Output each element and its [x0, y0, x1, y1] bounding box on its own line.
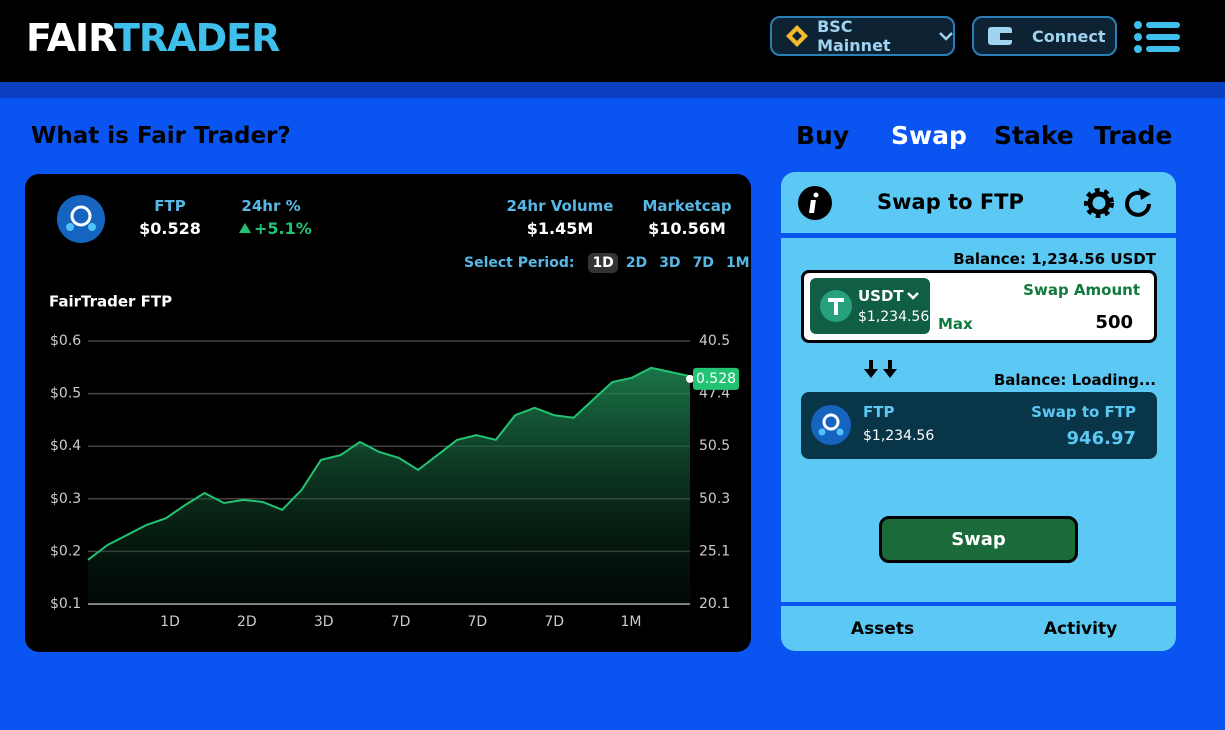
stat-value: $0.528 [139, 219, 201, 238]
stat-change: +5.1% [254, 219, 312, 238]
period-selector: Select Period: 1D 2D 3D 7D 1M [460, 253, 754, 273]
chevron [907, 292, 919, 300]
stat-label: 24hr Volume [506, 197, 614, 215]
settings-button[interactable] [1082, 186, 1116, 220]
page-heading: What is Fair Trader? [31, 123, 291, 149]
connect-label: Connect [1032, 26, 1106, 46]
balance: Balance: Loading... [993, 371, 1156, 389]
token-name: USDT [858, 287, 904, 305]
token-icon [57, 195, 105, 243]
tab[interactable]: Swap [891, 121, 967, 150]
stat-label: 24hr % [241, 197, 301, 215]
stat-label: FTP [154, 197, 186, 215]
chart-panel [25, 174, 751, 652]
period-option[interactable]: 1D [588, 253, 618, 273]
divider [781, 233, 1176, 238]
period-label: Select Period: [464, 255, 575, 271]
token-value: $1,234.56 [858, 309, 930, 325]
stat-label: Marketcap [642, 197, 732, 215]
divider [781, 602, 1176, 606]
max-button[interactable]: Max [938, 315, 973, 333]
menu-button[interactable] [1133, 20, 1181, 54]
amount-label: Swap Amount [1023, 281, 1140, 299]
up-arrow [239, 223, 251, 233]
footer-tab[interactable]: Assets [850, 619, 915, 639]
divider [0, 82, 1225, 98]
token-name: FTP [863, 403, 895, 421]
tab[interactable]: Stake [994, 121, 1074, 150]
period-option[interactable]: 2D [625, 255, 648, 271]
chevron [938, 32, 953, 41]
refresh-button[interactable] [1121, 186, 1157, 222]
tab[interactable]: Trade [1094, 121, 1173, 150]
token-value: $1,234.56 [863, 428, 935, 444]
bnb-icon [786, 25, 808, 47]
amount-input[interactable]: 500 [1095, 312, 1133, 333]
usdt-icon [820, 290, 852, 322]
period-option[interactable]: 7D [692, 255, 714, 271]
logo[interactable]: TRADER [114, 16, 280, 60]
balance: Balance: 1,234.56 USDT [953, 250, 1156, 268]
stat-value: $10.56M [648, 219, 726, 238]
footer-tab[interactable]: Activity [1043, 619, 1118, 639]
connect-button[interactable]: Connect [972, 16, 1117, 56]
to-amount: 946.97 [1066, 428, 1136, 449]
network-label: BSC Mainnet [817, 17, 891, 55]
logo[interactable]: FAIR [26, 16, 117, 60]
wallet-icon [988, 27, 1012, 45]
info-button[interactable] [797, 185, 833, 221]
token-icon [811, 405, 851, 445]
period-option[interactable]: 3D [659, 255, 681, 271]
tab[interactable]: Buy [796, 121, 850, 150]
network-button[interactable]: BSC Mainnet [770, 16, 955, 56]
swap-arrows [864, 360, 897, 378]
to-box [801, 392, 1157, 459]
swap-button[interactable]: Swap [879, 516, 1078, 563]
to-label: Swap to FTP [1031, 403, 1136, 421]
swap-title: Swap to FTP [877, 190, 1024, 214]
stat-value: $1.45M [526, 219, 594, 238]
period-option[interactable]: 1M [725, 255, 750, 271]
